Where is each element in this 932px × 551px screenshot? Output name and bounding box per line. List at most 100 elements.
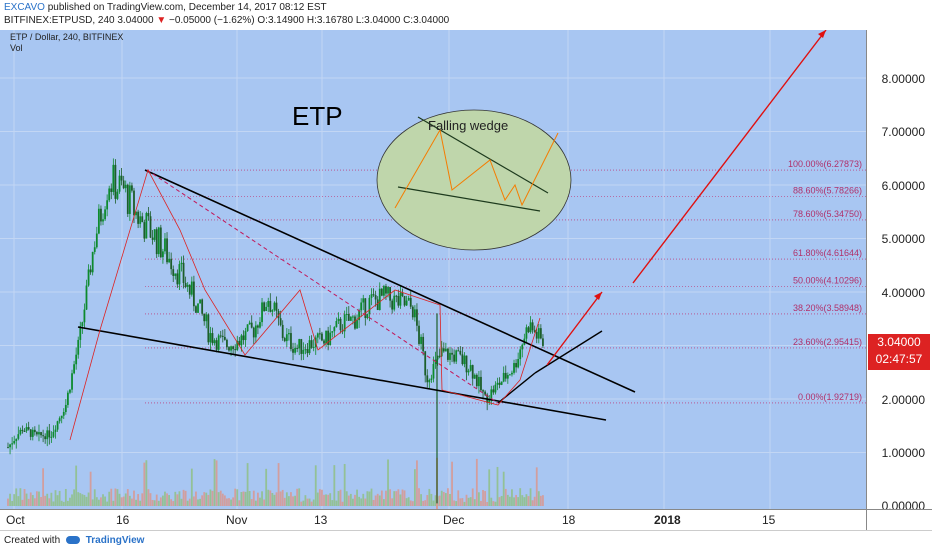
candle-body — [354, 316, 356, 329]
volume-bar — [444, 493, 447, 506]
candle-body — [300, 339, 303, 354]
candle-body — [323, 340, 325, 344]
volume-bar — [259, 497, 261, 506]
volume-bar — [257, 492, 259, 506]
candle-body — [397, 296, 400, 306]
chart-plot-area[interactable]: 100.00%(6.27873) 88.60%(5.78266) 78.60%(5.… — [0, 30, 866, 509]
candle-body — [112, 164, 115, 192]
volume-bar — [21, 499, 24, 506]
candle-body — [79, 326, 82, 340]
trend-drawings[interactable] — [69, 30, 827, 441]
volume-bar — [304, 495, 307, 506]
volume-bar — [31, 495, 34, 506]
target-arrow-large[interactable] — [632, 30, 827, 284]
candle-body — [50, 436, 53, 438]
candle-body — [488, 399, 491, 403]
candle-body — [95, 233, 98, 248]
candle-body — [219, 335, 222, 337]
volume-bar — [232, 497, 235, 506]
volume-bar — [122, 496, 125, 506]
candle-body — [178, 264, 181, 285]
volume-bar — [147, 489, 150, 506]
candle-body — [517, 359, 520, 368]
volume-bar — [527, 496, 530, 506]
time-tick-label: 2018 — [654, 513, 681, 527]
volume-bar — [180, 498, 183, 506]
volume-bar — [11, 500, 14, 506]
falling-wedge-inset[interactable]: Falling wedge — [376, 109, 572, 251]
wedge-upper-line[interactable] — [534, 330, 603, 374]
candle-body — [457, 350, 460, 352]
volume-bar — [219, 490, 222, 506]
candle-body — [494, 384, 497, 393]
candle-body — [418, 325, 420, 344]
price-axis[interactable]: 8.00000 7.00000 6.00000 5.00000 4.00000 … — [866, 30, 932, 513]
candle-body — [155, 229, 158, 255]
candle-body — [166, 238, 168, 263]
candle-body — [537, 328, 540, 339]
candle-body — [352, 316, 354, 318]
volume-bar — [7, 498, 9, 506]
candle-body — [217, 335, 220, 350]
tradingview-link[interactable]: TradingView — [85, 535, 145, 546]
volume-bar — [308, 498, 311, 506]
volume-bar — [469, 497, 472, 506]
candle-body — [385, 286, 387, 294]
target-arrow-small[interactable] — [546, 291, 603, 366]
volume-bar — [226, 498, 228, 506]
volume-bar — [424, 500, 427, 506]
lower-trendline[interactable] — [77, 326, 607, 421]
volume-bar — [143, 462, 146, 506]
candle-body — [213, 340, 216, 344]
time-axis[interactable]: Oct 16 Nov 13 Dec 18 2018 15 — [0, 509, 866, 530]
volume-bar — [475, 458, 478, 506]
candle-body — [287, 333, 290, 335]
candle-body — [244, 331, 247, 341]
candle-body — [257, 325, 259, 328]
candle-body — [110, 188, 113, 192]
volume-bar — [323, 494, 325, 506]
candle-body — [164, 238, 166, 252]
wave-path[interactable] — [69, 168, 541, 441]
candle-body — [199, 299, 201, 304]
volume-bar — [135, 499, 137, 506]
candle-body — [424, 351, 427, 376]
candle-body — [77, 339, 80, 355]
candle-body — [259, 322, 261, 328]
candle-body — [240, 335, 243, 346]
candle-body — [461, 354, 464, 365]
volume-bar — [465, 494, 468, 506]
volume-bar — [399, 494, 402, 506]
candle-body — [7, 447, 9, 449]
upper-trendline[interactable] — [144, 169, 636, 393]
inset-zigzag — [394, 128, 559, 209]
volume-bar — [416, 460, 418, 506]
candle-body — [308, 340, 311, 354]
volume-bar — [36, 491, 38, 506]
volume-bar — [349, 493, 352, 506]
candle-body — [515, 363, 517, 368]
volume-bar — [15, 488, 18, 506]
candle-body — [254, 325, 257, 338]
inset-lower-line — [397, 186, 541, 212]
time-tick-label: Dec — [443, 513, 465, 527]
volume-bar — [490, 497, 493, 506]
candle-body — [316, 333, 319, 338]
candle-body — [201, 299, 204, 314]
dashed-projection[interactable] — [146, 169, 499, 404]
candle-body — [449, 352, 451, 360]
tradingview-cloud-icon — [65, 536, 80, 545]
volume-bar — [172, 501, 175, 506]
volume-bar — [438, 495, 441, 506]
volume-bar — [151, 499, 154, 506]
candle-body — [519, 349, 522, 360]
volume-bar — [440, 490, 443, 506]
volume-bar — [321, 489, 323, 506]
candle-body — [430, 378, 433, 380]
candle-body — [197, 303, 199, 313]
author-name[interactable]: EXCAVO — [4, 2, 45, 13]
candle-body — [416, 309, 418, 326]
volume-bar — [387, 459, 389, 506]
volume-bar — [511, 489, 513, 506]
volume-bar — [54, 490, 57, 506]
